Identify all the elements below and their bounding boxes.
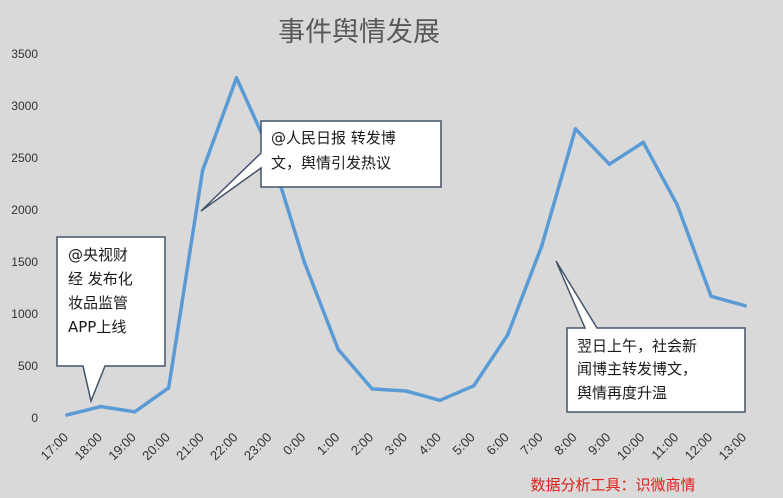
data-point (743, 303, 747, 308)
x-tick-label: 5:00 (449, 430, 478, 459)
data-point (65, 413, 69, 417)
callout-3-line-1: 翌日上午，社会新 (577, 337, 697, 355)
source-note: 数据分析工具：识微商情 (530, 476, 695, 494)
chart-title: 事件舆情发展 (278, 17, 440, 48)
data-point (370, 387, 374, 391)
data-point (607, 162, 612, 166)
y-axis: 0 500 1000 1500 2000 2500 3000 3500 (11, 47, 38, 425)
x-tick-label: 3:00 (382, 430, 411, 459)
x-tick-label: 4:00 (416, 430, 445, 459)
x-tick-label: 22:00 (207, 430, 241, 464)
x-tick-label: 2:00 (348, 430, 377, 459)
callout-1-line-4: APP上线 (68, 318, 126, 336)
callout-2: @人民日报 转发博 文，舆情引发热议 (200, 120, 442, 212)
data-point (573, 127, 578, 131)
x-tick-label: 18:00 (71, 430, 105, 464)
callout-1-text: @央视财 经 发布化 妆品监管 APP上线 (68, 246, 138, 336)
data-point (336, 347, 341, 352)
callout-1-box (56, 236, 166, 404)
callout-2-line-1: @人民日报 转发博 (271, 129, 396, 147)
data-point (404, 389, 408, 393)
callout-3-line-3: 舆情再度升温 (577, 384, 667, 402)
y-tick-label: 3500 (11, 47, 38, 61)
x-tick-label: 11:00 (648, 430, 681, 463)
callout-1-line-3: 妆品监管 (68, 294, 128, 312)
x-tick-label: 8:00 (551, 430, 580, 459)
y-tick-label: 3000 (11, 99, 38, 113)
data-point (539, 244, 544, 249)
y-tick-label: 0 (31, 411, 38, 425)
x-axis: 17:00 18:00 19:00 20:00 21:00 22:00 23:00 0:00 1… (38, 430, 750, 464)
data-point (302, 260, 307, 264)
data-point (234, 76, 239, 80)
data-point (505, 333, 510, 337)
x-tick-label: 13:00 (716, 430, 750, 464)
callout-3-box (555, 260, 746, 413)
data-point (438, 398, 442, 403)
callout-2-text: @人民日报 转发博 文，舆情引发热议 (271, 129, 401, 172)
callout-3: 翌日上午，社会新 闻博主转发博文， 舆情再度升温 (555, 260, 746, 413)
y-tick-label: 500 (18, 359, 38, 373)
callout-1-line-2: 经 发布化 (68, 270, 133, 288)
callout-3-line-2: 闻博主转发博文， (577, 360, 697, 378)
data-point (675, 203, 679, 207)
x-tick-label: 7:00 (517, 430, 546, 459)
callout-1: @央视财 经 发布化 妆品监管 APP上线 (56, 236, 166, 404)
data-point (99, 404, 103, 409)
x-tick-label: 9:00 (585, 430, 614, 459)
x-tick-label: 23:00 (241, 430, 275, 464)
data-point (166, 386, 171, 390)
x-tick-label: 21:00 (173, 430, 207, 464)
callout-3-text: 翌日上午，社会新 闻博主转发博文， 舆情再度升温 (577, 337, 702, 402)
x-tick-label: 10:00 (614, 430, 648, 464)
x-tick-label: 1:00 (314, 430, 343, 459)
x-tick-label: 6:00 (483, 430, 512, 459)
y-tick-label: 2500 (11, 151, 38, 165)
x-tick-label: 17:00 (38, 430, 72, 464)
y-tick-label: 1500 (11, 255, 38, 269)
data-point (200, 168, 205, 173)
y-tick-label: 1000 (11, 307, 38, 321)
data-point (709, 294, 713, 299)
data-point (133, 410, 137, 414)
callout-2-box (200, 120, 442, 212)
callout-2-line-2: 文，舆情引发热议 (271, 154, 391, 172)
data-point (472, 384, 476, 388)
callout-1-line-1: @央视财 (68, 246, 128, 264)
data-point (641, 140, 646, 145)
y-tick-label: 2000 (11, 203, 38, 217)
x-tick-label: 0:00 (280, 430, 309, 459)
x-tick-label: 12:00 (682, 430, 716, 464)
x-tick-label: 19:00 (105, 430, 139, 464)
x-tick-label: 20:00 (139, 430, 173, 464)
